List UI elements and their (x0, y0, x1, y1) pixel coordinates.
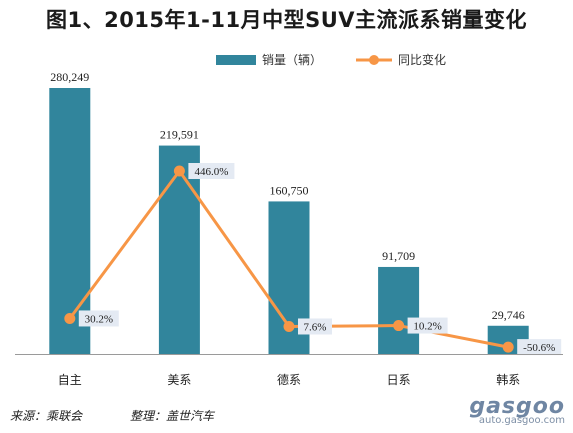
category-label: 美系 (167, 373, 191, 387)
watermark-site: auto.gasgoo.com (478, 415, 565, 426)
category-label: 自主 (58, 373, 82, 387)
yoy-value-label: 446.0% (194, 166, 228, 178)
legend-label-sales: 销量（辆） (262, 53, 322, 67)
bar-1 (49, 88, 91, 354)
yoy-point (64, 312, 76, 324)
yoy-value-label: -50.6% (523, 342, 555, 354)
yoy-point (393, 320, 405, 332)
bar-value-label: 280,249 (50, 70, 89, 84)
yoy-point (173, 165, 185, 177)
bar-value-label: 29,746 (492, 308, 525, 322)
chart-title: 图1、2015年1-11月中型SUV主流派系销量变化 (45, 8, 528, 32)
category-label: 德系 (277, 372, 301, 387)
yoy-label-box (78, 310, 119, 327)
footer-source: 来源：乘联会 (10, 409, 83, 423)
yoy-label-box (517, 339, 562, 356)
yoy-value-label: 10.2% (413, 321, 441, 333)
footer-org: 整理：盖世汽车 (130, 409, 215, 423)
yoy-value-label: 30.2% (85, 313, 113, 325)
watermark-logo: gasgoo auto.gasgoo.com (469, 394, 565, 426)
yoy-point (283, 320, 295, 332)
yoy-label-box (188, 163, 235, 179)
yoy-label-box (298, 318, 332, 335)
legend-label-yoy: 同比变化 (398, 52, 446, 67)
bar-2 (158, 145, 200, 354)
bar-value-label: 160,750 (270, 183, 309, 197)
bar-4 (378, 266, 420, 354)
legend-marker-yoy (369, 55, 379, 65)
watermark-brand: gasgoo (469, 394, 565, 419)
bar-value-label: 219,591 (160, 128, 199, 142)
category-label: 韩系 (496, 372, 520, 387)
yoy-value-label: 7.6% (304, 321, 327, 333)
bar-value-label: 91,709 (382, 249, 415, 263)
legend: 销量（辆） 同比变化 (216, 52, 446, 67)
category-label: 日系 (387, 373, 411, 387)
yoy-label-box (407, 317, 448, 334)
yoy-point (502, 341, 514, 353)
legend-swatch-sales (216, 55, 256, 65)
